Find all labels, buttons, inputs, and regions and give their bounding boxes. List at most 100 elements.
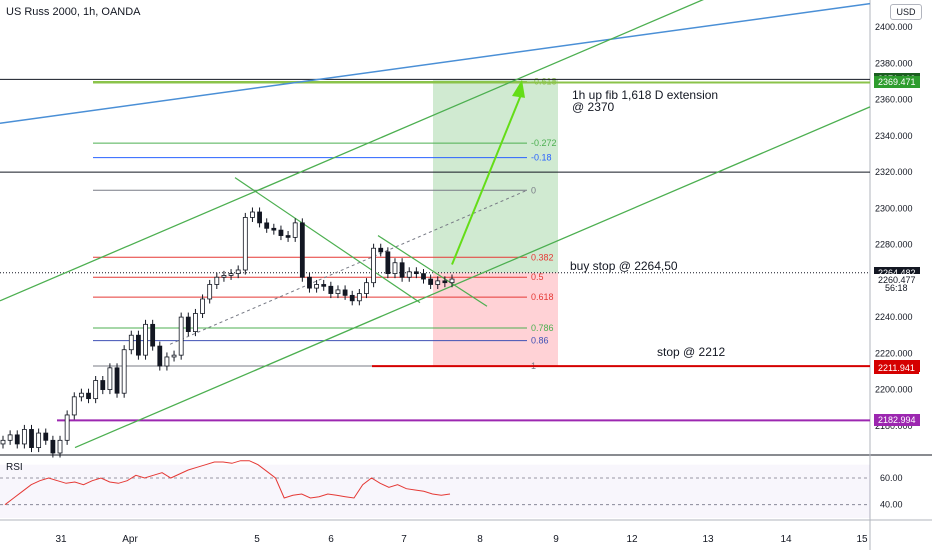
symbol-title[interactable]: US Russ 2000, 1h, OANDA [6,6,141,18]
candle-body [264,222,270,229]
candle-body [378,247,384,253]
rsi-indicator: 60.00 40.00 [0,460,903,518]
candle-body [128,334,134,351]
target-annotation-line2: @ 2370 [572,100,615,114]
stop-zone [433,272,558,367]
candle-body [285,235,291,238]
currency-button[interactable]: USD [890,4,922,20]
candle-body [150,323,156,347]
candle-body [428,278,434,285]
fib-level-label: 0 [531,185,536,195]
fib-level-label: -0.272 [531,138,557,148]
rsi-background-band [0,464,870,518]
y-tick-label: 2300.000 [875,203,913,213]
descending-wedge-top [234,177,421,304]
candle-body [207,284,213,300]
candle-body [164,356,170,367]
price-tag: 2182.994 [874,414,920,427]
candle-body [221,275,227,278]
risk-reward-zones [433,79,558,367]
candle-body [250,211,255,218]
fib-level-label: 0.382 [531,252,554,262]
y-tick-label: 2400.000 [875,22,913,32]
candle-body [235,269,241,275]
candle-body [442,280,448,284]
x-tick-label: 8 [477,534,483,545]
candle-body [449,278,455,284]
lower-green-channel [74,106,871,449]
candle-body [7,434,13,441]
target-arrow-head [512,79,525,98]
rsi-tick-label: 60.00 [880,473,903,483]
x-tick-label: 13 [702,534,714,545]
candle-body [185,316,191,332]
candle-body [385,251,391,275]
candle-body [93,380,99,400]
candle-body [157,345,163,367]
price-candles [0,207,455,458]
candle-body [36,432,42,448]
candle-body [0,439,6,445]
candle-body [349,294,355,302]
candle-body [114,367,120,394]
candle-body [435,280,441,285]
fib-level-label: 0.618 [531,292,554,302]
stop-annotation: stop @ 2212 [657,345,726,359]
candle-body [406,271,412,278]
y-tick-label: 2320.000 [875,167,913,177]
target-arrow-shaft [451,92,523,265]
price-tag: 2369.471 [874,76,920,89]
entry-annotation: buy stop @ 2264,50 [570,259,678,273]
candle-body [299,222,305,278]
y-tick-label: 2200.000 [875,385,913,395]
candle-body [356,293,362,302]
candle-body [107,367,113,390]
candle-body [14,434,20,445]
candle-body [43,432,49,441]
x-tick-label: 5 [254,534,260,545]
fib-level-label: 0.86 [531,336,549,346]
x-tick-label: 9 [553,534,559,545]
target-annotation-line1: 1h up fib 1,618 D extension [572,88,719,102]
candle-body [413,271,419,275]
fib-level-label: 0.5 [531,272,544,282]
candle-body [214,276,220,285]
horizontal-price-lines [0,78,870,422]
price-tag: 2260.477 [874,273,920,286]
candle-body [321,284,327,287]
upper-blue-channel [0,2,871,124]
candle-body [86,392,91,400]
candle-body [29,429,34,448]
candle-body [307,276,312,289]
y-tick-label: 2240.000 [875,312,913,322]
fib-level-label: 0.786 [531,323,554,333]
candle-body [121,349,127,394]
price-tag: 2211.941 [874,361,919,374]
dashed-projection-line [169,189,528,345]
candle-body [21,429,27,445]
candle-body [328,285,334,294]
rsi-tick-label: 40.00 [880,500,903,510]
candle-body [143,323,148,356]
candle-body [228,273,234,276]
descending-wedge-bottom [377,235,488,307]
candle-body [371,247,377,284]
rsi-label[interactable]: RSI [6,462,23,473]
x-tick-label: 14 [780,534,792,545]
x-tick-label: 12 [626,534,638,545]
candle-body [399,262,405,278]
candle-body [271,227,277,231]
target-zone [433,79,558,273]
rsi-line [4,460,451,506]
candle-body [100,380,106,390]
x-tick-label: 31 [55,534,67,545]
x-tick-label: 6 [328,534,334,545]
y-tick-label: 2220.000 [875,348,913,358]
y-tick-label: 2280.000 [875,240,913,250]
candle-body [171,354,177,358]
candle-body [292,222,298,238]
candle-body [57,439,63,454]
candle-body [50,439,56,454]
